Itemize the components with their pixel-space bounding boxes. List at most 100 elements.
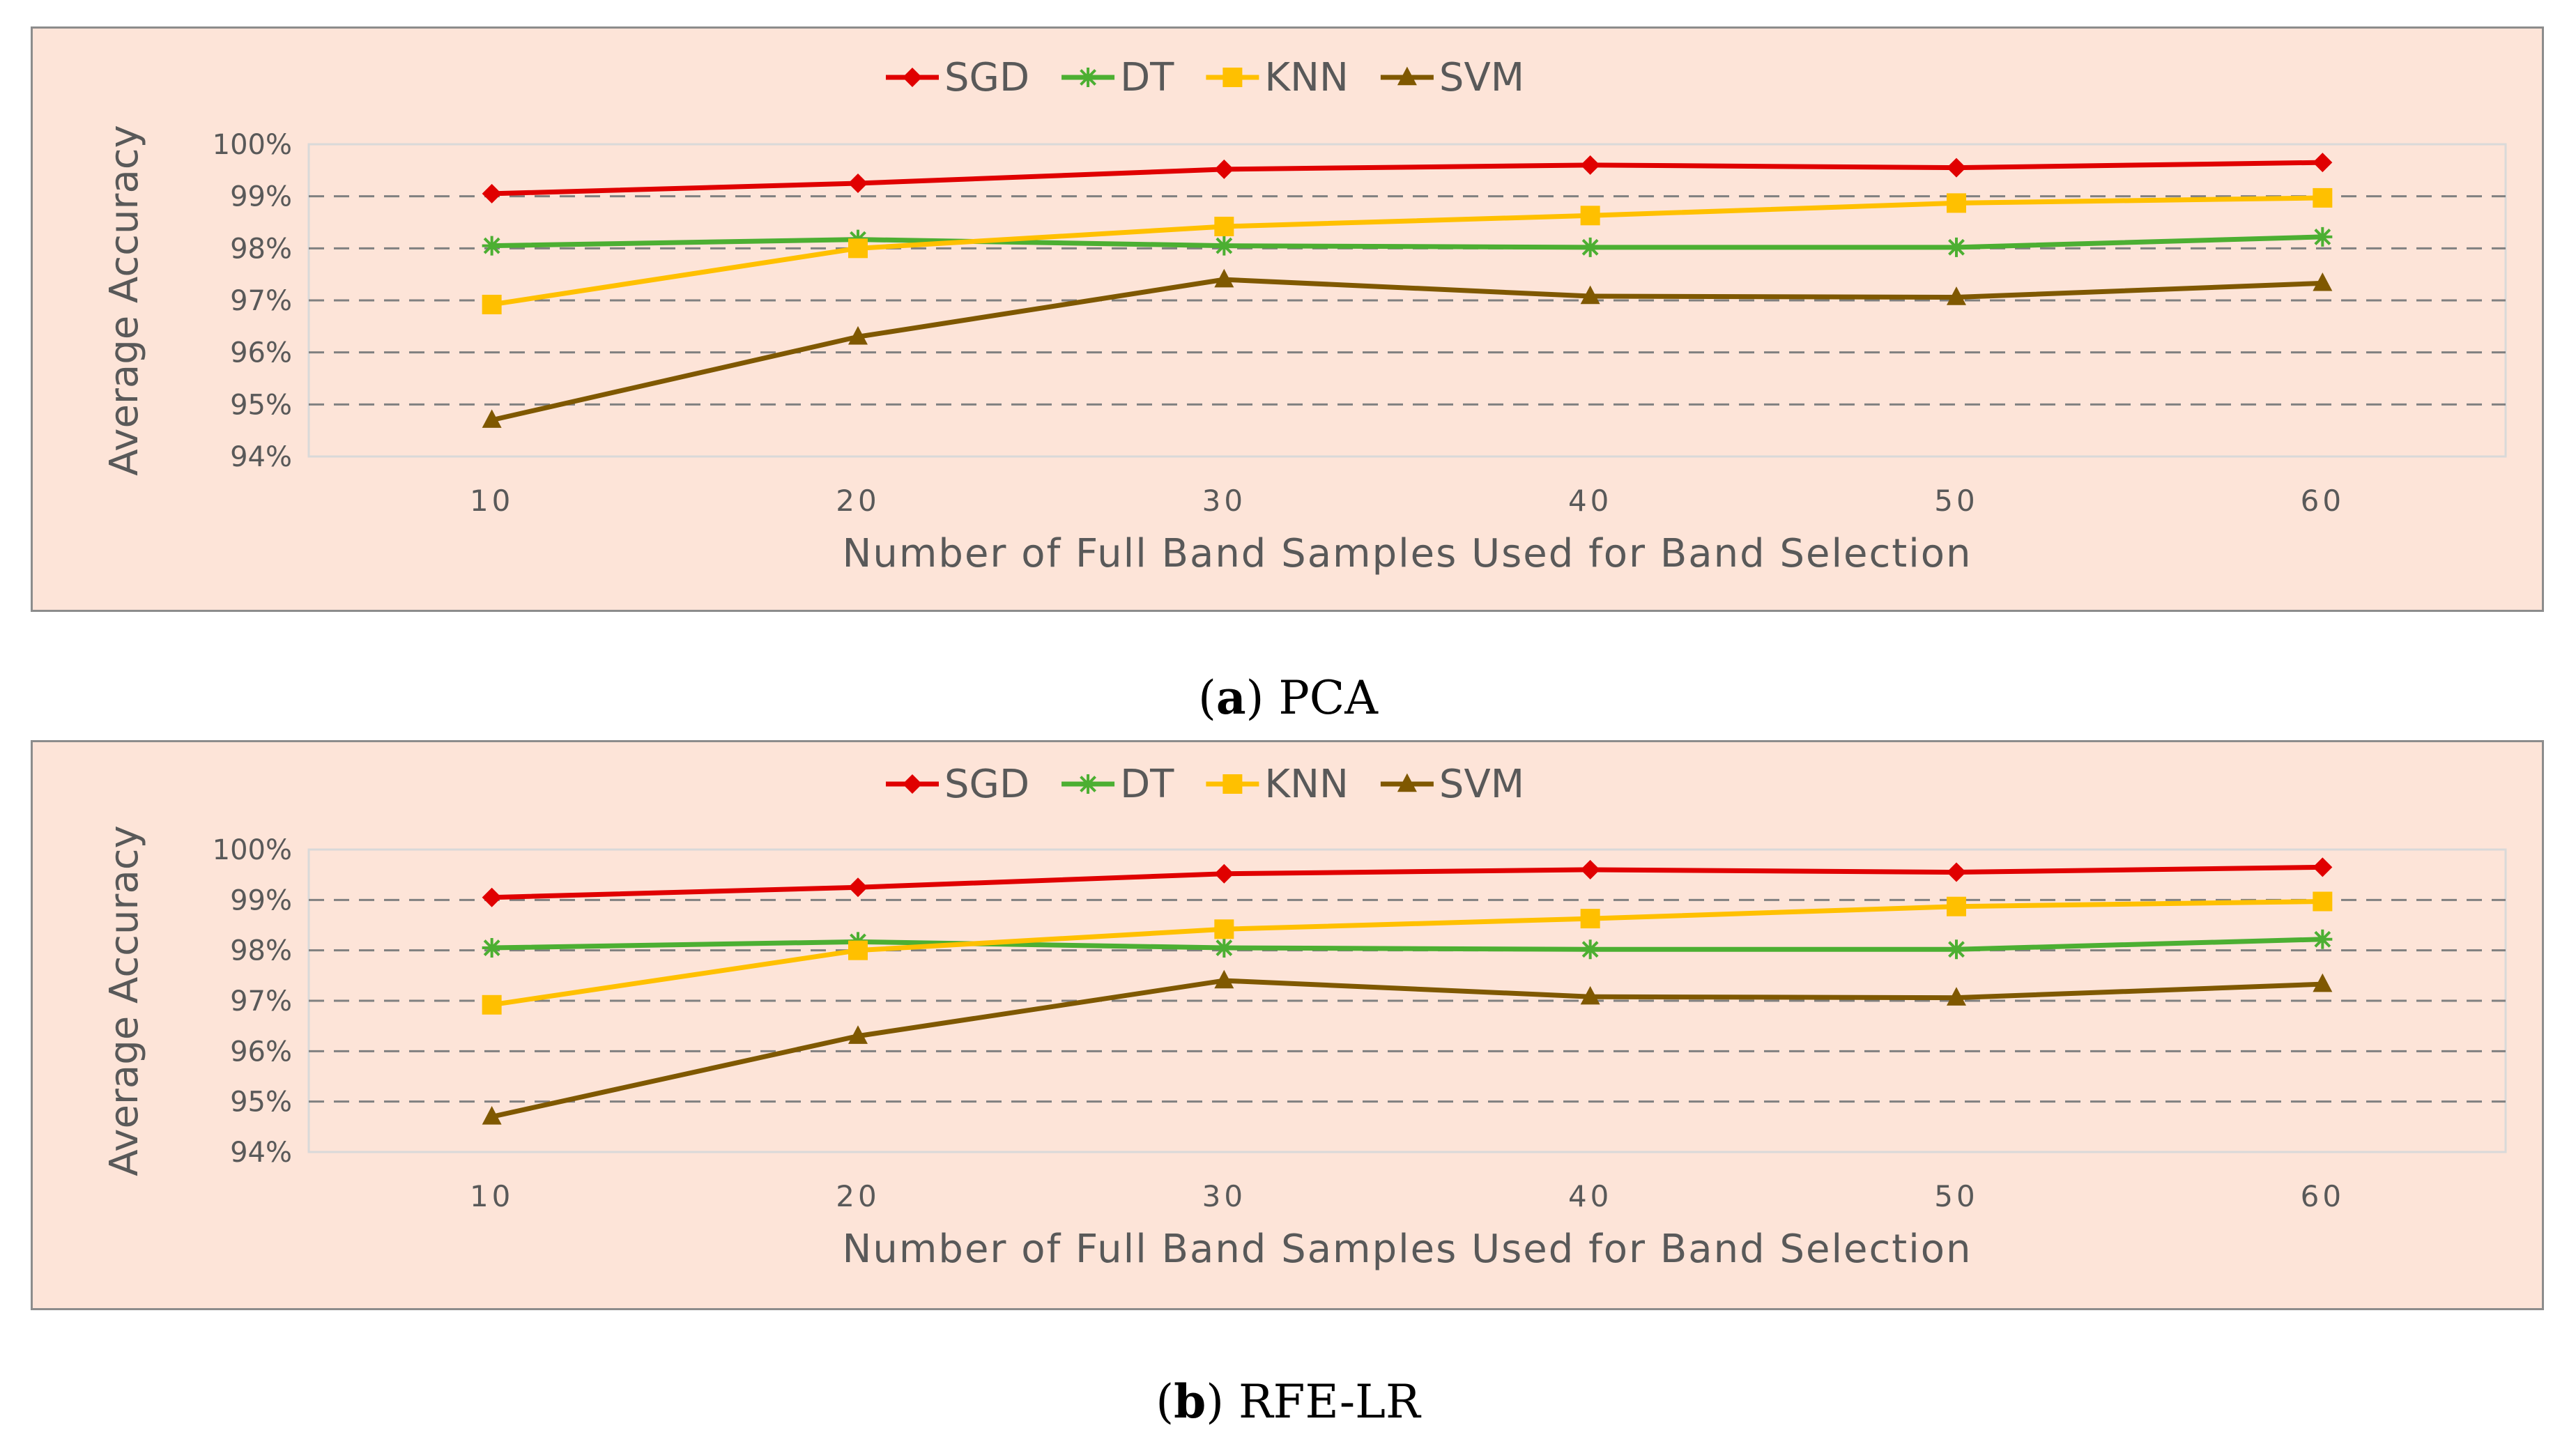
data-point-sgd: [482, 887, 502, 907]
y-tick-label: 95%: [230, 389, 292, 421]
y-tick-label: 100%: [213, 129, 292, 161]
caption-b: (b) RFE-LR: [1156, 1374, 1420, 1429]
legend-label-svm: SVM: [1439, 762, 1524, 807]
data-point-knn: [1947, 193, 1966, 213]
x-tick-label: 60: [2301, 484, 2345, 518]
y-tick-label: 98%: [230, 233, 292, 265]
series-line-dt: [491, 937, 2323, 952]
x-tick-label: 50: [1934, 1179, 1978, 1213]
data-point-svm: [1947, 987, 1966, 1006]
legend-marker-sgd: [903, 774, 922, 794]
legend-label-dt: DT: [1120, 762, 1174, 807]
data-point-sgd: [1214, 863, 1234, 884]
y-tick-label: 94%: [230, 441, 292, 473]
y-tick-label: 99%: [230, 181, 292, 213]
x-tick-label: 30: [1202, 1179, 1246, 1213]
legend-label-sgd: SGD: [944, 762, 1029, 807]
data-point-svm: [2313, 973, 2333, 992]
chart-panel-b: 94% 95% 96% 97% 98% 99% 100% 10 20 30 40 50 60 Number…: [31, 740, 2544, 1310]
series-dt: [482, 929, 2333, 960]
data-point-dt: [1580, 939, 1600, 960]
y-tick-label: 100%: [213, 834, 292, 866]
legend-label-sgd: SGD: [944, 55, 1029, 100]
series-knn: [482, 187, 2333, 314]
data-point-svm: [2313, 272, 2333, 291]
legend-label-svm: SVM: [1439, 55, 1524, 100]
y-tick-label: 99%: [230, 884, 292, 916]
data-point-svm: [1947, 286, 1966, 305]
series-line-svm: [491, 277, 2323, 423]
legend-marker-svm: [1397, 773, 1417, 792]
series-svm: [482, 268, 2333, 428]
data-point-dt: [1947, 939, 1966, 960]
data-point-dt: [482, 236, 502, 256]
x-axis-title: Number of Full Band Samples Used for Ban…: [842, 1227, 1972, 1272]
data-point-sgd: [848, 174, 868, 193]
data-point-svm: [482, 409, 502, 428]
data-point-sgd: [2313, 153, 2333, 173]
data-point-svm: [1580, 985, 1600, 1005]
legend-marker-knn: [1222, 68, 1243, 87]
legend: SGD DT KNN SVM: [886, 762, 1524, 807]
x-tick-label: 40: [1568, 484, 1612, 518]
x-tick-label: 10: [470, 484, 514, 518]
data-point-svm: [848, 1025, 868, 1044]
legend-label-dt: DT: [1120, 55, 1174, 100]
data-point-sgd: [1947, 158, 1966, 178]
x-tick-label: 50: [1934, 484, 1978, 518]
series-line-knn: [491, 899, 2323, 1008]
series-line-sgd: [491, 160, 2323, 197]
legend-marker-svm: [1397, 66, 1417, 86]
data-point-knn: [1214, 216, 1234, 236]
legend-label-knn: KNN: [1264, 762, 1349, 807]
y-axis-title: Average Accuracy: [102, 825, 147, 1176]
caption-a-label: PCA: [1278, 671, 1378, 725]
data-point-dt: [1214, 236, 1234, 256]
data-point-knn: [2313, 187, 2333, 208]
data-point-dt: [1947, 237, 1966, 257]
series-sgd: [482, 153, 2333, 203]
legend-marker-dt: [1078, 774, 1098, 794]
y-tick-label: 96%: [230, 337, 292, 369]
data-point-sgd: [1947, 862, 1966, 882]
x-tick-label: 10: [470, 1179, 514, 1213]
data-point-svm: [1214, 969, 1234, 989]
caption-a-letter: a: [1216, 670, 1246, 725]
data-point-knn: [848, 238, 868, 259]
x-tick-label: 20: [836, 484, 880, 518]
chart-panel-a: 94% 95% 96% 97% 98% 99% 100% 10 20 30 40 50 60 Number…: [31, 26, 2544, 612]
data-point-dt: [1580, 237, 1600, 257]
data-point-sgd: [1580, 155, 1600, 175]
data-point-sgd: [1214, 159, 1234, 179]
data-point-dt: [2313, 226, 2333, 247]
legend-label-knn: KNN: [1264, 55, 1349, 100]
x-axis-title: Number of Full Band Samples Used for Ban…: [842, 531, 1972, 576]
series-line-knn: [491, 195, 2323, 307]
legend-marker-dt: [1078, 68, 1098, 87]
data-point-sgd: [2313, 857, 2333, 877]
caption-a: (a) PCA: [1198, 670, 1378, 725]
data-point-svm: [1580, 285, 1600, 305]
x-tick-label: 20: [836, 1179, 880, 1213]
data-point-knn: [1947, 896, 1966, 916]
caption-b-label: RFE-LR: [1238, 1375, 1420, 1429]
series-knn: [482, 891, 2333, 1015]
series-svm: [482, 969, 2333, 1125]
data-point-svm: [1214, 268, 1234, 288]
series-sgd: [482, 857, 2333, 907]
y-tick-label: 98%: [230, 935, 292, 967]
data-point-knn: [1580, 909, 1600, 929]
data-point-svm: [482, 1105, 502, 1125]
series-line-svm: [491, 978, 2323, 1119]
x-tick-label: 30: [1202, 484, 1246, 518]
y-tick-label: 96%: [230, 1036, 292, 1068]
data-point-knn: [1214, 919, 1234, 939]
data-point-knn: [2313, 891, 2333, 912]
chart-a: 94% 95% 96% 97% 98% 99% 100% 10 20 30 40 50 60 Number…: [102, 55, 2507, 576]
y-tick-label: 95%: [230, 1086, 292, 1119]
legend-marker-knn: [1222, 774, 1243, 794]
data-point-knn: [848, 940, 868, 960]
data-point-knn: [482, 994, 502, 1015]
data-point-knn: [1580, 206, 1600, 226]
data-point-sgd: [482, 183, 502, 203]
